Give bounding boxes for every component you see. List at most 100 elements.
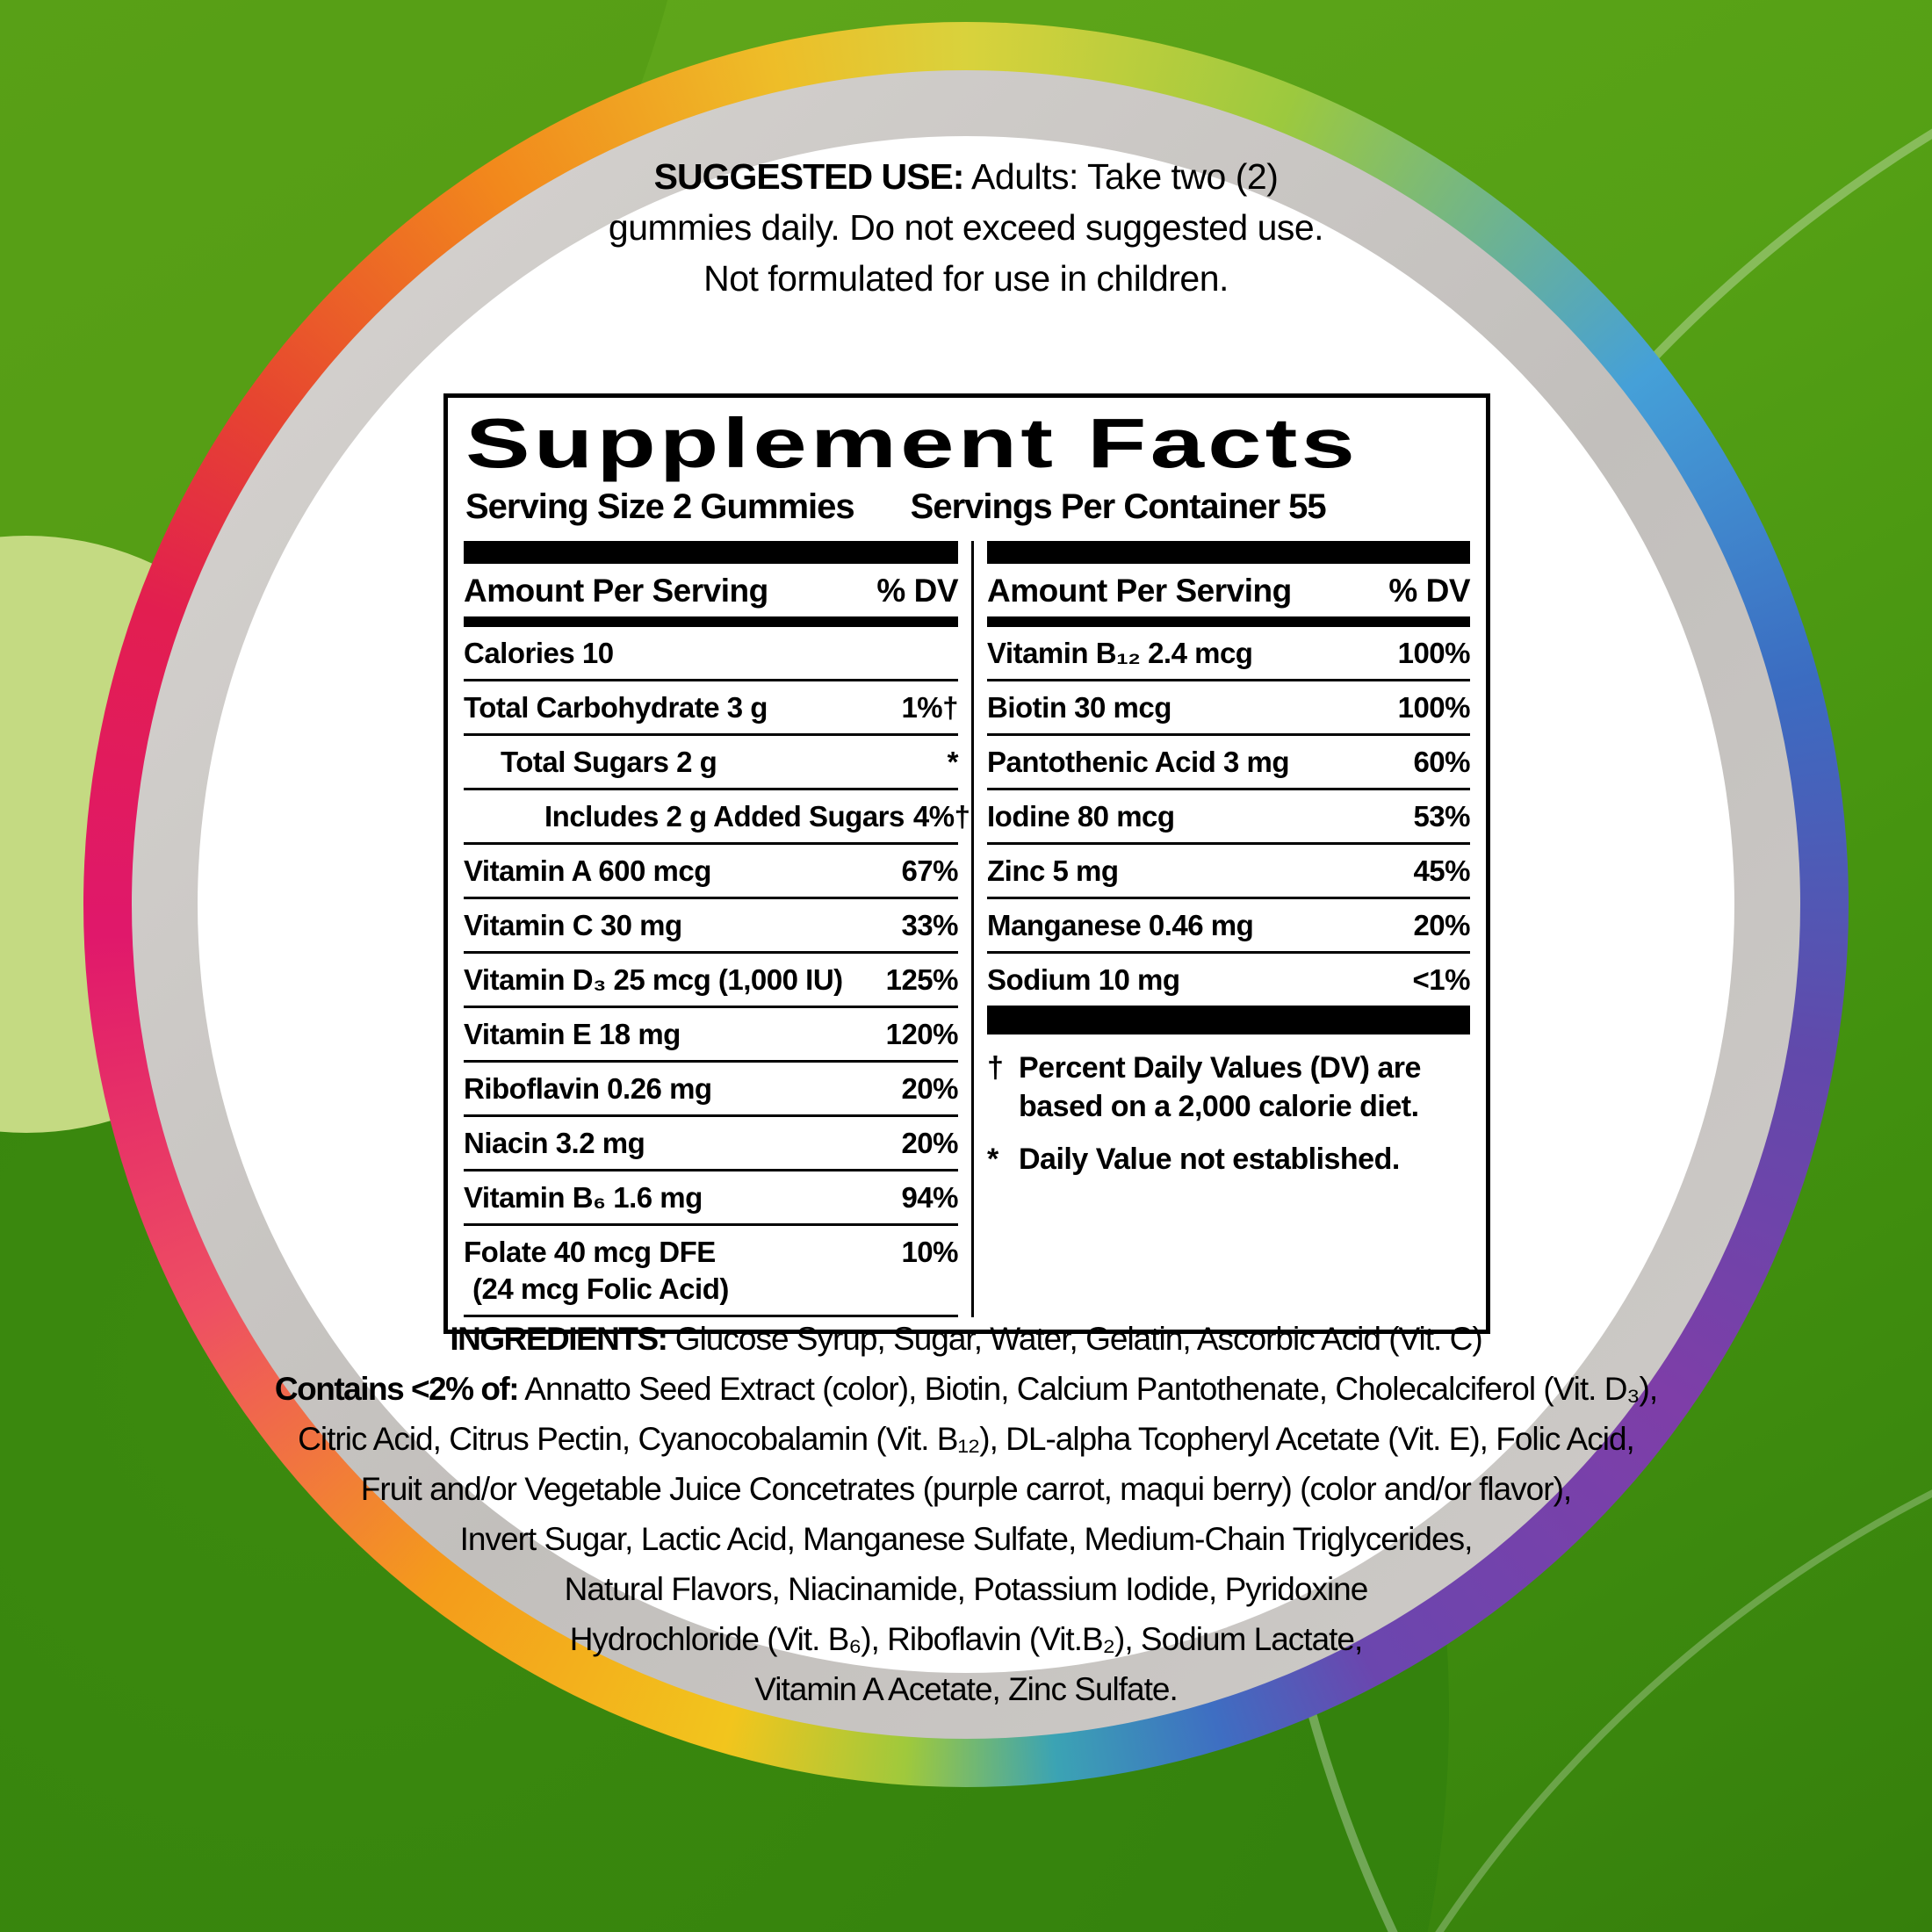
column-header: Amount Per Serving % DV xyxy=(987,564,1470,616)
serving-size: Serving Size 2 Gummies xyxy=(465,487,855,526)
table-row: Vitamin B₆ 1.6 mg 94% xyxy=(464,1171,958,1226)
nutrient-name: Niacin 3.2 mg xyxy=(464,1127,645,1159)
facts-column-left: Amount Per Serving % DV Calories 10 Total… xyxy=(464,541,971,1317)
ingredients-line-text: Glucose Syrup, Sugar, Water, Gelatin, As… xyxy=(667,1321,1483,1357)
nutrient-dv-value: 53% xyxy=(1413,800,1470,833)
table-row: Total Sugars 2 g * xyxy=(464,736,959,790)
nutrient-dv-value: 125% xyxy=(885,963,959,996)
footnote-symbol: † xyxy=(987,1051,1004,1085)
ingredients-line-text: Natural Flavors, Niacinamide, Potassium … xyxy=(564,1571,1369,1607)
nutrient-dv-value: 45% xyxy=(1413,854,1470,887)
nutrient-dv-value: 10% xyxy=(901,1236,958,1268)
table-row: Vitamin B₁₂ 2.4 mcg 100% xyxy=(987,627,1471,681)
nutrient-name: Vitamin C 30 mg xyxy=(464,909,682,941)
ingredients-line-text: Vitamin A Acetate, Zinc Sulfate. xyxy=(754,1671,1179,1707)
serving-info: Serving Size 2 Gummies Servings Per Cont… xyxy=(465,487,1468,527)
divider-bar-thick xyxy=(464,541,958,564)
header-percent-dv: % DV xyxy=(1388,573,1470,609)
table-row: Vitamin A 600 mcg 67% xyxy=(464,845,958,899)
footnote: * Daily Value not established. xyxy=(987,1140,1470,1179)
ingredients-heading: Contains <2% of: xyxy=(274,1371,520,1407)
nutrient-dv-value: <1% xyxy=(1412,963,1471,996)
ingredients-line: Citric Acid, Citrus Pectin, Cyanocobalam… xyxy=(246,1414,1686,1464)
nutrient-dv-value: 100% xyxy=(1397,691,1471,724)
table-row: Vitamin E 18 mg 120% xyxy=(464,1008,959,1063)
nutrient-dv-value: 120% xyxy=(885,1018,959,1050)
nutrient-name-line2: (24 mcg Folic Acid) xyxy=(472,1272,729,1305)
nutrient-name: Vitamin A 600 mcg xyxy=(464,854,711,887)
table-row: Folate 40 mcg DFE (24 mcg Folic Acid) 10% xyxy=(464,1226,958,1317)
table-row: Manganese 0.46 mg 20% xyxy=(987,899,1470,954)
divider-bar-bottom xyxy=(987,1008,1470,1034)
suggested-use-text: SUGGESTED USE: Adults: Take two (2) gumm… xyxy=(395,151,1537,304)
nutrient-dv-value: 20% xyxy=(1413,909,1470,941)
nutrient-name: Vitamin D₃ 25 mcg (1,000 IU) xyxy=(464,963,843,996)
table-row: Total Carbohydrate 3 g 1%† xyxy=(464,681,958,736)
nutrient-dv-value: 4%† xyxy=(912,800,970,833)
ingredients-line: Hydrochloride (Vit. B₆), Riboflavin (Vit… xyxy=(246,1614,1686,1664)
table-row: Vitamin C 30 mg 33% xyxy=(464,899,958,954)
table-row: Riboflavin 0.26 mg 20% xyxy=(464,1063,958,1117)
nutrient-dv-value: 20% xyxy=(901,1127,958,1159)
footnote-symbol: * xyxy=(987,1143,998,1176)
facts-columns: Amount Per Serving % DV Calories 10 Total… xyxy=(448,541,1486,1330)
ingredients-text: INGREDIENTS: Glucose Syrup, Sugar, Water… xyxy=(246,1314,1686,1714)
divider-bar-medium xyxy=(464,616,958,627)
nutrient-dv-value: 20% xyxy=(901,1072,958,1105)
supplement-facts-panel: Supplement Facts Serving Size 2 Gummies … xyxy=(443,393,1490,1334)
nutrient-name: Iodine 80 mcg xyxy=(987,800,1175,833)
table-row: Vitamin D₃ 25 mcg (1,000 IU) 125% xyxy=(464,954,959,1008)
table-row: Niacin 3.2 mg 20% xyxy=(464,1117,958,1171)
nutrient-name: Zinc 5 mg xyxy=(987,854,1119,887)
ingredients-line-text: Hydrochloride (Vit. B₆), Riboflavin (Vit… xyxy=(569,1621,1364,1657)
table-row: Calories 10 xyxy=(464,627,958,681)
nutrient-name: Calories 10 xyxy=(464,637,614,669)
facts-column-right: Amount Per Serving % DV Vitamin B₁₂ 2.4 … xyxy=(971,541,1471,1317)
ingredients-line-text: Citric Acid, Citrus Pectin, Cyanocobalam… xyxy=(298,1421,1635,1457)
nutrient-name: Folate 40 mcg DFE (24 mcg Folic Acid) xyxy=(464,1234,729,1308)
nutrient-name: Manganese 0.46 mg xyxy=(987,909,1254,941)
ingredients-heading: INGREDIENTS: xyxy=(450,1321,668,1357)
nutrient-name: Vitamin B₁₂ 2.4 mcg xyxy=(987,637,1253,669)
header-amount-per-serving: Amount Per Serving xyxy=(464,573,768,609)
suggested-use-line1: SUGGESTED USE: Adults: Take two (2) xyxy=(653,156,1279,197)
ingredients-line: Contains <2% of: Annatto Seed Extract (c… xyxy=(246,1364,1686,1414)
nutrient-name: Total Carbohydrate 3 g xyxy=(464,691,768,724)
footnote: † Percent Daily Values (DV) are based on … xyxy=(987,1049,1470,1126)
nutrient-dv-value: 33% xyxy=(901,909,958,941)
nutrient-dv-value: 94% xyxy=(901,1181,958,1214)
nutrient-rows-left: Calories 10 Total Carbohydrate 3 g 1%† Tota… xyxy=(464,627,970,1317)
suggested-use-heading: SUGGESTED USE: xyxy=(653,156,965,197)
ingredients-line: Invert Sugar, Lactic Acid, Manganese Sul… xyxy=(246,1514,1686,1564)
ingredients-line: INGREDIENTS: Glucose Syrup, Sugar, Water… xyxy=(246,1314,1686,1364)
nutrient-dv-value: 100% xyxy=(1397,637,1471,669)
nutrient-dv-value: 67% xyxy=(901,854,958,887)
table-row: Includes 2 g Added Sugars 4%† xyxy=(464,790,970,845)
nutrient-name: Pantothenic Acid 3 mg xyxy=(987,746,1290,778)
table-row: Biotin 30 mcg 100% xyxy=(987,681,1471,736)
nutrient-rows-right: Vitamin B₁₂ 2.4 mcg 100% Biotin 30 mcg 100%… xyxy=(987,627,1471,1008)
nutrient-name: Includes 2 g Added Sugars xyxy=(544,800,905,833)
ingredients-line-text: Fruit and/or Vegetable Juice Concetrates… xyxy=(360,1471,1572,1507)
nutrient-name: Sodium 10 mg xyxy=(987,963,1180,996)
nutrient-name: Total Sugars 2 g xyxy=(501,746,717,778)
suggested-use-line2: gummies daily. Do not exceed suggested u… xyxy=(608,207,1324,248)
divider-bar-thick xyxy=(987,541,1470,564)
header-percent-dv: % DV xyxy=(876,573,958,609)
suggested-use-line3: Not formulated for use in children. xyxy=(703,258,1229,299)
panel-title: Supplement Facts xyxy=(465,404,1359,482)
nutrient-dv-value: * xyxy=(947,746,959,778)
header-amount-per-serving: Amount Per Serving xyxy=(987,573,1292,609)
nutrient-dv-value: 60% xyxy=(1413,746,1470,778)
footnote-text: Percent Daily Values (DV) are based on a… xyxy=(1019,1051,1421,1123)
table-row: Iodine 80 mcg 53% xyxy=(987,790,1470,845)
servings-per-container: Servings Per Container 55 xyxy=(910,487,1327,526)
table-row: Zinc 5 mg 45% xyxy=(987,845,1470,899)
ingredients-line: Vitamin A Acetate, Zinc Sulfate. xyxy=(246,1664,1686,1714)
nutrient-name: Riboflavin 0.26 mg xyxy=(464,1072,712,1105)
nutrient-dv-value: 1%† xyxy=(901,691,958,724)
table-row: Pantothenic Acid 3 mg 60% xyxy=(987,736,1470,790)
nutrient-name: Vitamin E 18 mg xyxy=(464,1018,681,1050)
